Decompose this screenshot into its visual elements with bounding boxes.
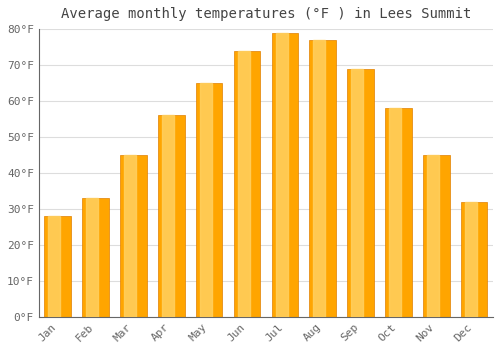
Bar: [162, 116, 174, 317]
Bar: [48, 216, 60, 317]
Bar: [200, 83, 212, 317]
Bar: [348, 69, 374, 317]
Bar: [352, 69, 363, 317]
Bar: [465, 202, 477, 317]
Bar: [82, 198, 109, 317]
Bar: [427, 155, 439, 317]
Bar: [120, 155, 146, 317]
Bar: [389, 108, 401, 317]
Bar: [272, 33, 298, 317]
Bar: [314, 40, 326, 317]
Bar: [124, 155, 136, 317]
Bar: [196, 83, 222, 317]
Bar: [423, 155, 450, 317]
Bar: [238, 51, 250, 317]
Bar: [276, 33, 287, 317]
Bar: [234, 51, 260, 317]
Bar: [385, 108, 411, 317]
Bar: [44, 216, 71, 317]
Title: Average monthly temperatures (°F ) in Lees Summit: Average monthly temperatures (°F ) in Le…: [60, 7, 471, 21]
Bar: [158, 116, 184, 317]
Bar: [86, 198, 98, 317]
Bar: [461, 202, 487, 317]
Bar: [310, 40, 336, 317]
